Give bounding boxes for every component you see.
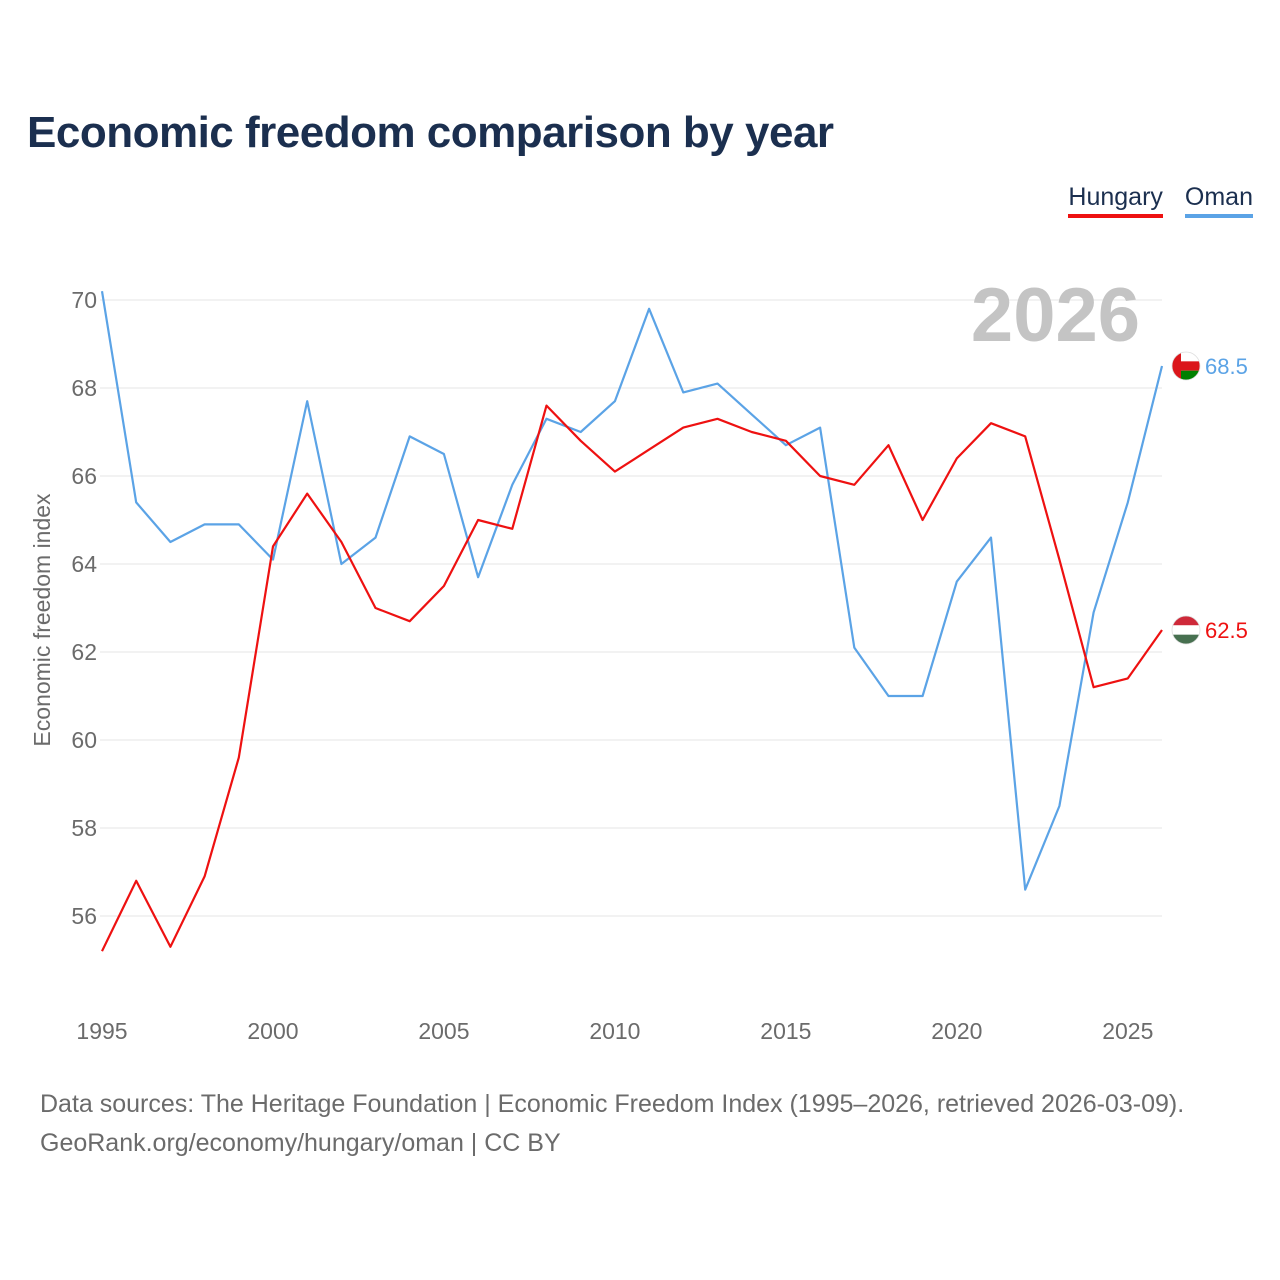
x-tick-label: 2015	[760, 1018, 811, 1044]
x-tick-label: 2025	[1102, 1018, 1153, 1044]
legend-item-oman[interactable]: Oman	[1184, 183, 1253, 218]
y-axis-label: Economic freedom index	[29, 493, 55, 747]
y-tick-label: 70	[71, 287, 97, 313]
y-tick-label: 56	[71, 903, 97, 929]
series-line-hungary[interactable]	[101, 404, 1163, 952]
x-tick-label: 2005	[418, 1018, 469, 1044]
y-tick-label: 64	[71, 551, 97, 577]
series-end-markers: 62.5 68.5	[1171, 351, 1248, 645]
oman-flag-icon	[1171, 351, 1201, 381]
y-tick-label: 60	[71, 727, 97, 753]
x-tick-label: 2020	[931, 1018, 982, 1044]
end-value-label-hungary: 62.5	[1205, 618, 1248, 643]
credit-link[interactable]: GeoRank.org/economy/hungary/oman | CC BY	[40, 1129, 561, 1157]
y-tick-label: 68	[71, 375, 97, 401]
legend: Hungary Oman	[1068, 183, 1253, 218]
x-tick-label: 2000	[247, 1018, 298, 1044]
footer: Data sources: The Heritage Foundation | …	[40, 1085, 1184, 1163]
x-tick-label: 2010	[589, 1018, 640, 1044]
x-tick-label: 1995	[76, 1018, 127, 1044]
y-tick-label: 66	[71, 463, 97, 489]
data-source-note: Data sources: The Heritage Foundation | …	[40, 1090, 1185, 1118]
gridlines	[100, 299, 1162, 917]
end-value-label-oman: 68.5	[1205, 354, 1248, 379]
y-axis-ticks: 56 58 60 62 64 66 68 70	[71, 287, 97, 929]
chart-title: Economic freedom comparison by year	[27, 108, 834, 157]
x-axis-ticks: 1995 2000 2005 2010 2015 2020 2025	[76, 1018, 1153, 1044]
y-tick-label: 62	[71, 639, 97, 665]
series-line-oman[interactable]	[100, 291, 1164, 891]
y-tick-label: 58	[71, 815, 97, 841]
line-chart: 56 58 60 62 64 66 68 70 1995 2000 2005 2010 2015 202…	[29, 273, 1248, 1044]
series-lines	[100, 291, 1164, 952]
year-watermark: 2026	[971, 273, 1140, 358]
hungary-flag-icon	[1171, 615, 1201, 645]
legend-item-hungary[interactable]: Hungary	[1068, 183, 1163, 218]
